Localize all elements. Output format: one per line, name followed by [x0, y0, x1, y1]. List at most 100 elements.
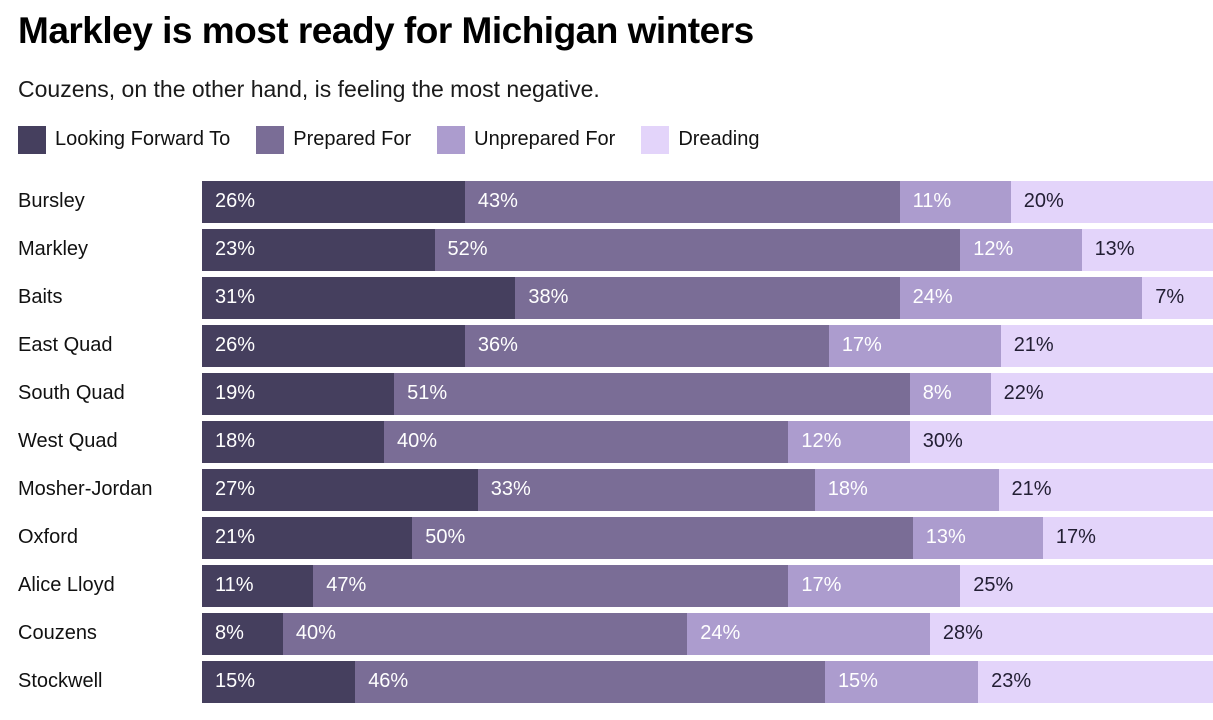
- bar-segment: 17%: [1042, 516, 1213, 559]
- chart-row: South Quad 19% 51% 8% 22%: [0, 372, 1213, 415]
- bar-segment: 40%: [282, 612, 688, 655]
- bar-value-label: 20%: [1023, 190, 1064, 213]
- row-label: Stockwell: [18, 670, 103, 693]
- bar-value-label: 17%: [841, 334, 882, 357]
- bar-segment: 7%: [1142, 276, 1213, 319]
- bar-value-label: 8%: [215, 622, 244, 645]
- bar-value-label: 13%: [1094, 238, 1135, 261]
- bar-segment: 21%: [1000, 324, 1213, 367]
- bar-value-label: 13%: [925, 526, 966, 549]
- bar-segment: 47%: [313, 564, 789, 607]
- bar-value-label: 40%: [295, 622, 336, 645]
- bar-segment: 12%: [960, 228, 1082, 271]
- bar-segment: 51%: [394, 372, 910, 415]
- bar-segment: 36%: [464, 324, 829, 367]
- bar-value-label: 26%: [215, 190, 256, 213]
- row-bars: 31% 38% 24% 7%: [202, 276, 1213, 319]
- chart-title: Markley is most ready for Michigan winte…: [18, 10, 754, 51]
- bar-value-label: 21%: [1013, 334, 1054, 357]
- bar-value-label: 11%: [215, 574, 254, 597]
- bar-value-label: 17%: [1055, 526, 1096, 549]
- bar-value-label: 12%: [973, 238, 1014, 261]
- row-bars: 19% 51% 8% 22%: [202, 372, 1213, 415]
- bar-segment: 8%: [909, 372, 991, 415]
- bar-segment: 24%: [899, 276, 1143, 319]
- bar-segment: 46%: [355, 660, 825, 703]
- bar-segment: 23%: [978, 660, 1213, 703]
- bar-segment: 21%: [202, 516, 413, 559]
- bar-segment: 40%: [383, 420, 789, 463]
- row-label: East Quad: [18, 334, 113, 357]
- bar-segment: 22%: [990, 372, 1213, 415]
- bar-value-label: 24%: [912, 286, 953, 309]
- bar-value-label: 22%: [1003, 382, 1044, 405]
- bar-value-label: 46%: [368, 670, 409, 693]
- bar-value-label: 43%: [477, 190, 518, 213]
- bar-value-label: 26%: [215, 334, 256, 357]
- bar-segment: 23%: [202, 228, 435, 271]
- legend-item: Unprepared For: [437, 125, 616, 154]
- legend-swatch-icon: [18, 125, 46, 154]
- legend-label: Unprepared For: [474, 128, 616, 151]
- legend-item: Looking Forward To: [18, 125, 231, 154]
- bar-segment: 11%: [202, 564, 314, 607]
- bar-value-label: 18%: [215, 430, 256, 453]
- chart-row: Alice Lloyd 11% 47% 17% 25%: [0, 564, 1213, 607]
- bar-segment: 43%: [464, 180, 900, 223]
- bar-segment: 12%: [788, 420, 910, 463]
- chart-row: Markley 23% 52% 12% 13%: [0, 228, 1213, 271]
- row-label: South Quad: [18, 382, 125, 405]
- bar-segment: 20%: [1010, 180, 1213, 223]
- bar-segment: 27%: [202, 468, 478, 511]
- bar-value-label: 33%: [490, 478, 531, 501]
- chart-row: Baits 31% 38% 24% 7%: [0, 276, 1213, 319]
- bar-value-label: 52%: [447, 238, 488, 261]
- bar-segment: 18%: [814, 468, 999, 511]
- row-bars: 23% 52% 12% 13%: [202, 228, 1213, 271]
- legend-label: Dreading: [678, 128, 760, 151]
- row-bars: 21% 50% 13% 17%: [202, 516, 1213, 559]
- row-label: Markley: [18, 238, 89, 261]
- bar-segment: 33%: [477, 468, 815, 511]
- bar-segment: 50%: [412, 516, 913, 559]
- bar-segment: 8%: [202, 612, 283, 655]
- chart-row: Couzens 8% 40% 24% 28%: [0, 612, 1213, 655]
- bar-value-label: 38%: [528, 286, 569, 309]
- bar-segment: 19%: [202, 372, 395, 415]
- bar-segment: 25%: [960, 564, 1213, 607]
- bar-value-label: 15%: [837, 670, 878, 693]
- bar-value-label: 11%: [912, 190, 952, 213]
- chart: Bursley 26% 43% 11% 20% Markley 23% 52% 12% 13% Ba…: [0, 180, 1213, 703]
- bar-segment: 24%: [687, 612, 930, 655]
- row-bars: 26% 36% 17% 21%: [202, 324, 1213, 367]
- bar-segment: 28%: [929, 612, 1213, 655]
- bar-value-label: 27%: [215, 478, 256, 501]
- bar-value-label: 17%: [801, 574, 842, 597]
- bar-segment: 26%: [202, 180, 465, 223]
- row-label: Oxford: [18, 526, 79, 549]
- bar-segment: 13%: [912, 516, 1043, 559]
- bar-segment: 38%: [515, 276, 900, 319]
- bar-segment: 17%: [828, 324, 1001, 367]
- legend-swatch-icon: [256, 125, 285, 154]
- bar-value-label: 30%: [922, 430, 963, 453]
- row-bars: 18% 40% 12% 30%: [202, 420, 1213, 463]
- bar-value-label: 40%: [396, 430, 438, 453]
- row-label: Mosher-Jordan: [18, 478, 153, 501]
- legend-label: Looking Forward To: [55, 128, 231, 151]
- bar-value-label: 21%: [215, 526, 256, 549]
- chart-row: Bursley 26% 43% 11% 20%: [0, 180, 1213, 223]
- legend-label: Prepared For: [293, 128, 412, 151]
- legend-item: Prepared For: [256, 125, 412, 154]
- bar-segment: 21%: [998, 468, 1213, 511]
- chart-row: Mosher-Jordan 27% 33% 18% 21%: [0, 468, 1213, 511]
- row-label: Alice Lloyd: [18, 574, 115, 597]
- bar-value-label: 15%: [215, 670, 256, 693]
- bar-value-label: 25%: [973, 574, 1014, 597]
- bar-value-label: 23%: [215, 238, 256, 261]
- bar-value-label: 36%: [477, 334, 518, 357]
- chart-row: Stockwell 15% 46% 15% 23%: [0, 660, 1213, 703]
- bar-segment: 18%: [202, 420, 384, 463]
- stacked-bar-chart-page: Markley is most ready for Michigan winte…: [0, 8, 1213, 720]
- chart-subtitle: Couzens, on the other hand, is feeling t…: [18, 76, 600, 103]
